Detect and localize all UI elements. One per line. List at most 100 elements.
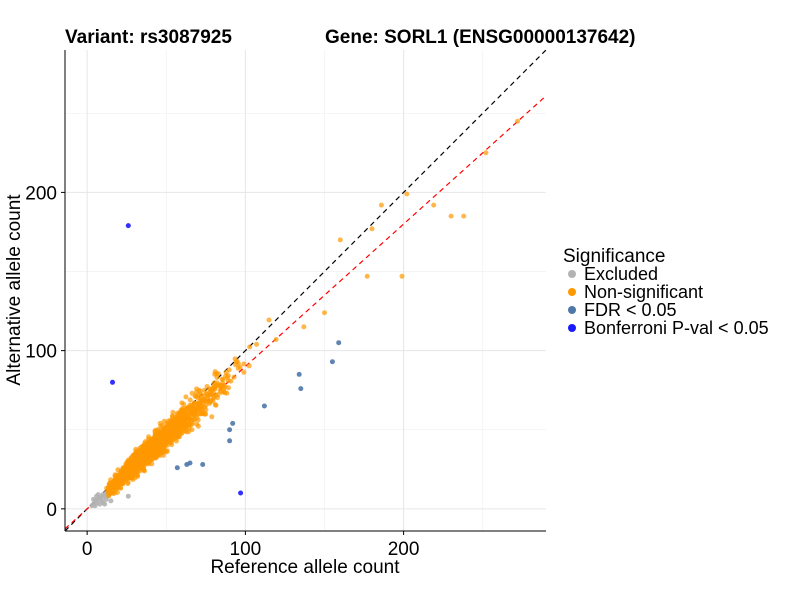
point-non-significant: [136, 462, 142, 467]
point-non-significant: [233, 362, 238, 368]
point-non-significant: [213, 402, 219, 408]
point-excluded: [91, 496, 96, 502]
point-fdr: [261, 403, 267, 409]
point-non-significant: [235, 365, 241, 371]
point-non-significant: [404, 191, 410, 197]
point-non-significant: [156, 451, 162, 457]
point-non-significant: [141, 463, 147, 469]
legend-swatch-excluded: [568, 270, 576, 278]
point-non-significant: [168, 439, 174, 445]
point-non-significant: [144, 451, 149, 457]
point-non-significant: [142, 439, 148, 445]
point-non-significant: [121, 467, 127, 473]
point-fdr: [230, 420, 236, 426]
legend-item-fdr: FDR < 0.05: [568, 300, 677, 320]
x-tick-label: 100: [230, 539, 262, 560]
point-fdr: [200, 462, 206, 467]
legend: Significance Excluded Non-significant FD…: [563, 246, 769, 338]
point-non-significant: [171, 425, 177, 431]
point-non-significant: [223, 369, 229, 375]
point-non-significant: [126, 468, 131, 474]
grid: [65, 50, 546, 531]
point-non-significant: [164, 433, 169, 439]
point-non-significant: [211, 394, 217, 400]
point-non-significant: [184, 405, 190, 411]
point-non-significant: [241, 361, 247, 367]
point-non-significant: [151, 450, 157, 456]
point-non-significant: [247, 344, 253, 350]
point-non-significant: [158, 442, 164, 448]
chart-title-variant: Variant: rs3087925: [65, 27, 232, 48]
point-non-significant: [189, 414, 195, 420]
point-non-significant: [118, 485, 124, 491]
point-non-significant: [156, 431, 162, 437]
point-non-significant: [207, 392, 213, 398]
point-excluded: [95, 492, 101, 498]
point-non-significant: [183, 394, 189, 400]
point-non-significant: [196, 387, 202, 393]
legend-item-non-significant: Non-significant: [568, 282, 703, 302]
y-tick-label: 0: [46, 500, 57, 521]
point-non-significant: [254, 341, 259, 347]
point-non-significant: [217, 388, 223, 394]
point-non-significant: [143, 446, 149, 452]
point-non-significant: [322, 310, 327, 316]
point-non-significant: [202, 404, 208, 410]
point-non-significant: [448, 213, 454, 219]
point-non-significant: [241, 369, 247, 375]
point-non-significant: [186, 417, 192, 423]
point-fdr: [174, 465, 180, 471]
point-bonferroni: [238, 490, 244, 496]
point-non-significant: [185, 422, 191, 428]
point-non-significant: [181, 411, 187, 417]
point-non-significant: [105, 488, 111, 494]
point-non-significant: [112, 473, 118, 479]
point-non-significant: [157, 420, 163, 426]
point-non-significant: [515, 118, 520, 124]
point-non-significant: [179, 400, 185, 406]
point-excluded: [92, 503, 98, 509]
point-bonferroni: [125, 223, 131, 229]
point-non-significant: [301, 324, 307, 330]
point-non-significant: [266, 317, 272, 323]
x-tick-label: 0: [82, 539, 93, 560]
point-non-significant: [112, 490, 118, 496]
point-non-significant: [231, 374, 237, 380]
point-non-significant: [364, 273, 370, 279]
legend-swatch-fdr: [568, 306, 576, 314]
point-non-significant: [225, 378, 231, 384]
point-non-significant: [125, 481, 131, 487]
point-non-significant: [128, 464, 134, 470]
point-non-significant: [378, 202, 384, 208]
legend-label-non-significant: Non-significant: [584, 282, 703, 302]
point-fdr: [227, 427, 233, 433]
point-non-significant: [219, 376, 225, 382]
x-tick-label: 200: [388, 539, 420, 560]
point-non-significant: [106, 493, 112, 499]
point-non-significant: [273, 337, 279, 342]
legend-label-excluded: Excluded: [584, 264, 658, 284]
point-non-significant: [112, 483, 118, 489]
point-fdr: [329, 359, 335, 365]
legend-label-fdr: FDR < 0.05: [584, 300, 677, 320]
titles: Variant: rs3087925 Gene: SORL1 (ENSG0000…: [65, 27, 636, 48]
point-fdr: [296, 371, 302, 377]
y-tick-label: 100: [25, 342, 57, 363]
point-non-significant: [195, 402, 201, 407]
point-bonferroni: [110, 379, 115, 385]
point-excluded: [108, 498, 114, 504]
point-non-significant: [187, 397, 193, 403]
legend-swatch-bonferroni: [568, 324, 576, 332]
point-non-significant: [202, 397, 208, 402]
point-non-significant: [209, 414, 215, 420]
point-non-significant: [129, 472, 135, 477]
point-non-significant: [111, 478, 117, 484]
point-non-significant: [210, 386, 216, 392]
point-non-significant: [180, 427, 186, 432]
point-non-significant: [166, 427, 172, 433]
point-non-significant: [166, 422, 172, 428]
point-non-significant: [246, 363, 252, 369]
point-excluded: [125, 493, 131, 499]
legend-item-bonferroni: Bonferroni P-val < 0.05: [568, 318, 769, 338]
